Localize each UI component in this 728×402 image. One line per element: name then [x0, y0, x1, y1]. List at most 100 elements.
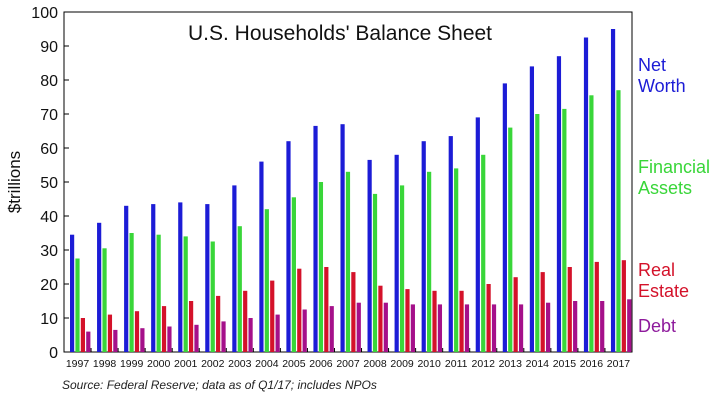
- bar-debt-2010: [437, 304, 443, 352]
- x-axis: 1997 1998 1999 2000 2001 2002 2003 2004 2005 2006…: [66, 348, 633, 370]
- bar-real-estate-2004: [270, 280, 275, 352]
- bar-debt-2011: [464, 304, 470, 352]
- bar-real-estate-2000: [161, 306, 167, 352]
- bar-debt-2006: [329, 306, 334, 352]
- legend-label-line: Estate: [638, 281, 690, 301]
- bar-net-worth-2017: [610, 29, 616, 352]
- y-tick-label: 30: [40, 243, 58, 260]
- bar-real-estate-2011: [459, 290, 464, 352]
- y-axis-label: $trillions: [5, 151, 24, 213]
- y-tick-label: 100: [31, 5, 58, 22]
- bar-net-worth-2005: [286, 141, 291, 352]
- bar-debt-2015: [573, 301, 578, 352]
- bar-net-worth-2006: [313, 125, 318, 353]
- bar-net-worth-2016: [583, 37, 589, 352]
- x-tick-label: 1998: [93, 358, 117, 370]
- bar-net-worth-2007: [340, 124, 345, 352]
- bar-debt-2003: [248, 318, 253, 352]
- bar-real-estate-2017: [621, 260, 626, 352]
- bar-real-estate-2016: [594, 261, 599, 352]
- x-tick-label: 2010: [417, 358, 441, 370]
- bar-net-worth-2015: [556, 56, 562, 352]
- bar-debt-1999: [140, 328, 145, 352]
- x-tick-label: 2011: [445, 358, 468, 370]
- x-tick-label: 2002: [201, 358, 225, 370]
- bar-financial-assets-2015: [562, 108, 567, 353]
- legend-real-estate: Real Estate: [638, 260, 689, 302]
- legend-label-line: Worth: [638, 76, 686, 96]
- bar-net-worth-2000: [151, 204, 156, 352]
- x-tick-label: 2000: [147, 358, 171, 370]
- y-axis: 0 10 20 30 40 50 60 70 80 90 100: [31, 5, 69, 362]
- y-tick-label: 60: [40, 141, 58, 158]
- bar-debt-1997: [86, 331, 91, 352]
- bar-net-worth-1999: [124, 205, 129, 352]
- bar-financial-assets-2005: [291, 197, 296, 352]
- bar-real-estate-1997: [80, 318, 85, 352]
- bar-real-estate-2001: [188, 301, 194, 352]
- bar-net-worth-2008: [367, 159, 372, 352]
- y-tick-label: 70: [40, 107, 58, 124]
- legend-net-worth: Net Worth: [638, 55, 686, 97]
- bar-financial-assets-1999: [129, 233, 134, 352]
- bar-net-worth-1998: [97, 222, 102, 352]
- bar-financial-assets-2006: [318, 182, 324, 352]
- bar-debt-2005: [302, 309, 307, 352]
- x-tick-label: 2007: [336, 358, 360, 370]
- chart-title: U.S. Households' Balance Sheet: [188, 22, 492, 45]
- bar-net-worth-2010: [421, 141, 426, 352]
- bar-financial-assets-2008: [372, 193, 378, 352]
- x-tick-label: 2013: [499, 358, 523, 370]
- legend-label-line: Net: [638, 55, 667, 75]
- bar-net-worth-2014: [529, 66, 535, 353]
- x-tick-label: 2004: [255, 358, 279, 370]
- bar-debt-2004: [275, 314, 280, 352]
- legend-label-line: Financial: [638, 157, 711, 177]
- bar-debt-1998: [113, 329, 118, 352]
- legend-financial-assets: Financial Assets: [638, 157, 710, 199]
- bars-group: [70, 29, 632, 353]
- bar-debt-2016: [600, 301, 605, 352]
- x-tick-label: 2014: [526, 358, 550, 370]
- bar-net-worth-2001: [178, 202, 183, 352]
- bar-debt-2014: [546, 302, 551, 352]
- x-tick-label: 2012: [472, 358, 496, 370]
- bar-financial-assets-2000: [156, 234, 161, 352]
- legend-label-line: Real: [638, 260, 676, 280]
- bar-financial-assets-1998: [102, 248, 107, 352]
- bar-real-estate-2010: [432, 290, 437, 352]
- bar-real-estate-2009: [405, 289, 410, 352]
- legend-label-line: Debt: [638, 316, 677, 336]
- bar-net-worth-2013: [502, 83, 507, 353]
- y-tick-label: 80: [40, 73, 58, 90]
- bar-debt-2002: [221, 321, 226, 352]
- x-tick-label: 2006: [309, 358, 333, 370]
- bar-real-estate-1998: [107, 314, 113, 352]
- bar-net-worth-2012: [475, 117, 480, 353]
- bar-financial-assets-2004: [264, 209, 269, 352]
- x-tick-label: 2009: [390, 358, 414, 370]
- source-note: Source: Federal Reserve; data as of Q1/1…: [62, 378, 377, 392]
- bar-debt-2007: [356, 302, 361, 352]
- bar-financial-assets-2007: [345, 171, 351, 352]
- legend-label-line: Assets: [638, 178, 693, 198]
- bar-real-estate-2002: [216, 295, 221, 352]
- x-tick-label: 2003: [228, 358, 252, 370]
- bar-net-worth-2002: [205, 204, 210, 352]
- x-tick-label: 2016: [580, 358, 604, 370]
- bar-financial-assets-2003: [237, 226, 242, 352]
- bar-real-estate-2013: [513, 277, 518, 352]
- bar-financial-assets-2009: [399, 185, 405, 352]
- legend-debt: Debt: [638, 316, 676, 337]
- bar-financial-assets-2016: [589, 95, 594, 353]
- bar-real-estate-1999: [134, 311, 140, 352]
- x-tick-label: 2015: [553, 358, 577, 370]
- x-tick-label: 2017: [607, 358, 631, 370]
- bar-net-worth-2009: [394, 154, 399, 352]
- bar-financial-assets-1997: [75, 258, 80, 352]
- bar-financial-assets-2010: [427, 171, 432, 352]
- bar-debt-2013: [518, 304, 524, 352]
- bar-net-worth-2011: [448, 136, 453, 352]
- bar-financial-assets-2002: [210, 241, 215, 352]
